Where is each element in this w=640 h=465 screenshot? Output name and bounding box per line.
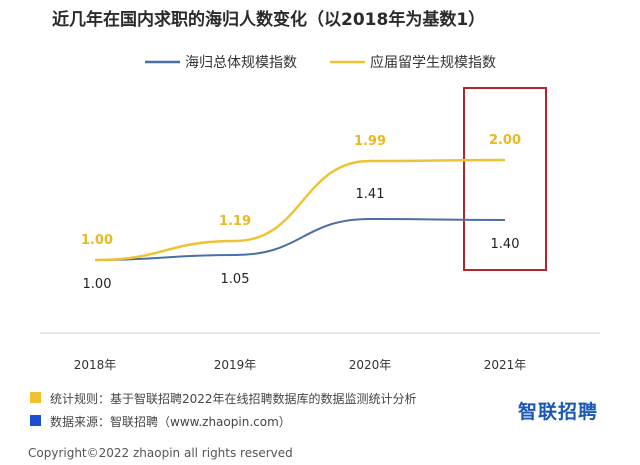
- footer-note-source: 数据来源：智联招聘（www.zhaopin.com）: [50, 414, 291, 429]
- data-label-graduates: 1.19: [219, 214, 251, 229]
- x-tick-label: 2021年: [484, 358, 527, 372]
- series-line-overall: [94, 217, 506, 261]
- legend-label-blue: 海归总体规模指数: [185, 54, 297, 71]
- data-label-graduates: 1.00: [81, 233, 113, 248]
- data-label-overall: 1.05: [221, 272, 250, 287]
- x-tick-label: 2020年: [349, 358, 392, 372]
- legend: 海归总体规模指数 应届留学生规模指数: [145, 54, 496, 71]
- data-labels: 1.00 1.19 1.99 2.00 1.00 1.05 1.41 1.40: [81, 133, 521, 292]
- copyright: Copyright©2022 zhaopin all rights reserv…: [28, 446, 293, 460]
- x-tick-label: 2018年: [74, 358, 117, 372]
- data-label-graduates: 1.99: [354, 134, 386, 149]
- footer: 统计规则：基于智联招聘2022年在线招聘数据库的数据监测统计分析 数据来源：智联…: [28, 391, 598, 460]
- plot-area: 1.001.191.99 2.001.00 1.051.411.40 2018年 20…: [40, 87, 600, 372]
- highlight-box: [463, 87, 547, 271]
- data-label-overall: 1.40: [491, 237, 520, 252]
- data-label-graduates: 2.00: [489, 133, 521, 148]
- data-label-overall: 1.41: [356, 187, 385, 202]
- legend-label-yellow: 应届留学生规模指数: [370, 54, 496, 71]
- brand-logo: 智联招聘: [518, 400, 598, 423]
- x-tick-label: 2019年: [214, 358, 257, 372]
- series-line-graduates: [94, 158, 506, 262]
- footer-swatch-source: [30, 415, 41, 426]
- x-tick-labels: 2018年 2019年 2020年 2021年: [74, 358, 527, 372]
- chart-title: 近几年在国内求职的海归人数变化（以2018年为基数1）: [52, 9, 485, 30]
- footer-note-rule: 统计规则：基于智联招聘2022年在线招聘数据库的数据监测统计分析: [50, 391, 417, 406]
- footer-swatch-rule: [30, 392, 41, 403]
- data-label-overall: 1.00: [83, 277, 112, 292]
